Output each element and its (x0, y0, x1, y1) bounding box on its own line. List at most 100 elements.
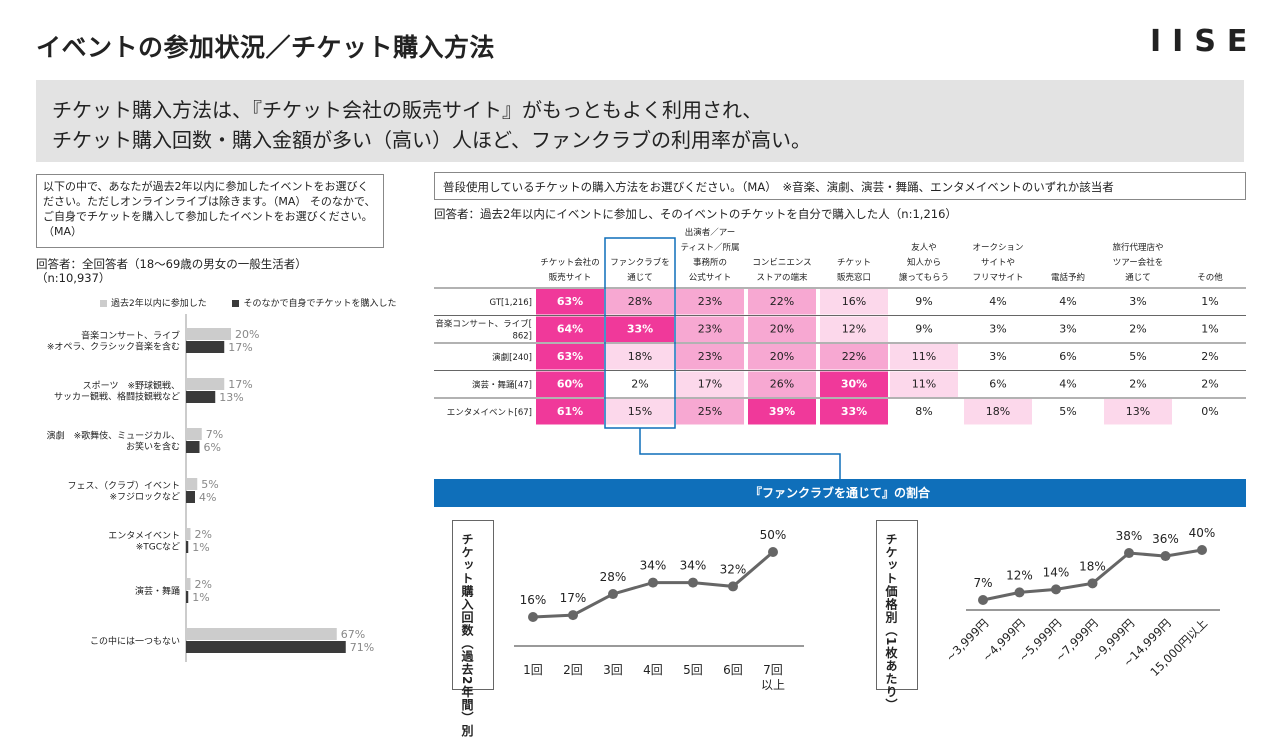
table-cell-value: 0% (1201, 405, 1218, 418)
table-cell (1176, 399, 1244, 425)
table-cell (606, 316, 674, 342)
line-value-label: 34% (640, 559, 667, 573)
table-cell (536, 316, 604, 342)
line-point (1051, 584, 1061, 595)
bar-value-label: 17% (228, 378, 252, 391)
bar-1-5 (186, 591, 189, 603)
legend-label-purchased: そのなかで自身でチケットを購入した (243, 299, 397, 309)
table-cell-value: 1% (1201, 295, 1218, 308)
line-value-label: 34% (680, 559, 707, 573)
table-cell-value: 26% (770, 378, 794, 391)
bar-1-4 (186, 541, 189, 553)
table-cell-value: 18% (628, 350, 652, 363)
bar-value-label: 5% (201, 478, 218, 491)
legend-label-participated: 過去2年以内に参加した (111, 299, 207, 309)
table-column-header: 電話予約 (1051, 272, 1085, 283)
table-cell (1104, 289, 1172, 315)
table-cell (676, 371, 744, 397)
table-cell-value: 3% (989, 350, 1006, 363)
table-cell-value: 3% (1129, 295, 1146, 308)
table-cell-value: 60% (557, 378, 583, 391)
table-cell (1176, 289, 1244, 315)
line-value-label: 16% (520, 593, 547, 607)
table-column-header: サイトや (981, 258, 1015, 268)
table-cell (606, 289, 674, 315)
table-cell (890, 289, 958, 315)
table-cell-value: 22% (770, 295, 794, 308)
table-cell (964, 371, 1032, 397)
table-column-header: ストアの端末 (756, 272, 808, 283)
line-point (688, 577, 698, 588)
table-cell-value: 6% (989, 378, 1006, 391)
table-cell-value: 20% (770, 350, 794, 363)
line-category-label: 4回 (643, 663, 663, 677)
table-column-header: ツアー会社を (1113, 257, 1164, 268)
table-cell (820, 399, 888, 425)
bar-value-label: 17% (228, 341, 252, 354)
line-category-label: 6回 (723, 663, 743, 677)
table-cell-value: 4% (1059, 378, 1076, 391)
line-value-label: 7% (973, 576, 992, 590)
summary-line-2: チケット購入回数・購入金額が多い（高い）人ほど、ファンクラブの利用率が高い。 (52, 128, 811, 152)
table-cell-value: 1% (1201, 323, 1218, 336)
summary-box: チケット購入方法は、『チケット会社の販売サイト』がもっともよく利用され、 チケッ… (36, 80, 1244, 162)
table-cell (536, 289, 604, 315)
line-point (528, 612, 538, 622)
table-cell (606, 344, 674, 370)
bar-1-3 (186, 491, 195, 503)
ticket-price-line-chart: 7%12% 14% 18%38% 36% 40%~3,999円~4,999円~5,999… (943, 526, 1220, 679)
legend-swatch-purchased (232, 300, 240, 307)
table-cell (748, 316, 816, 342)
legend-swatch-participated (100, 300, 107, 307)
line-category-label: 2回 (563, 663, 583, 677)
line1-ylabel-box: チケット購入回数（過去2年間）別 (452, 520, 494, 737)
table-cell (676, 399, 744, 425)
bar-value-label: 6% (204, 441, 221, 454)
table-row-label: 862] (512, 332, 532, 342)
table-row-label: 演芸・舞踊[47] (472, 380, 532, 391)
table-row-label: GT[1,216] (490, 298, 532, 308)
table-row-label: 演劇[240] (492, 352, 532, 363)
line-category-label: 1回 (523, 663, 543, 677)
bar-category-label: サッカー観戦、格闘技観戦など (54, 391, 180, 403)
table-cell (536, 344, 604, 370)
table-cell (748, 399, 816, 425)
table-cell-value: 15% (628, 405, 652, 418)
bar-0-0 (186, 328, 231, 340)
table-cell-value: 63% (557, 350, 583, 363)
table-row-label: エンタメイベント[67] (447, 408, 532, 418)
table-cell-value: 13% (1126, 405, 1150, 418)
table-cell (890, 371, 958, 397)
table-column-header: 友人や (911, 242, 937, 253)
table-cell (1104, 316, 1172, 342)
table-cell-value: 61% (557, 405, 583, 418)
table-column-header: フリマサイト (972, 273, 1023, 283)
right-question-box: 普段使用しているチケットの購入方法をお選びください。（MA） ※音楽、演劇、演芸… (434, 172, 1246, 200)
table-cell (1034, 371, 1102, 397)
summary-line-1: チケット購入方法は、『チケット会社の販売サイト』がもっともよく利用され、 (52, 98, 763, 122)
table-cell-value: 28% (628, 295, 652, 308)
table-cell-value: 12% (842, 323, 866, 336)
table-cell-value: 39% (769, 405, 795, 418)
bar-value-label: 71% (350, 641, 374, 654)
table-cell-value: 9% (915, 295, 932, 308)
line-point (1124, 548, 1134, 559)
table-cell-value: 2% (1129, 378, 1146, 391)
bar-1-0 (186, 341, 225, 353)
right-respondents: 回答者：過去2年以内にイベントに参加し、そのイベントのチケットを自分で購入した人… (434, 207, 957, 221)
table-cell-value: 11% (912, 350, 936, 363)
table-cell-value: 64% (557, 323, 583, 336)
line-value-label: 14% (1043, 565, 1070, 579)
bar-value-label: 1% (192, 541, 209, 554)
bar-value-label: 4% (199, 491, 216, 504)
bar-value-label: 7% (206, 428, 223, 441)
table-column-header: 販売窓口 (837, 272, 871, 283)
line-point (1087, 578, 1098, 589)
table-cell-value: 23% (698, 350, 722, 363)
bar-0-2 (186, 428, 202, 440)
table-cell (1034, 289, 1102, 315)
bar-category-label: 演劇 ※歌舞伎、ミュージカル、 (47, 430, 180, 442)
line-value-label: 40% (1189, 526, 1216, 540)
table-cell (1176, 344, 1244, 370)
table-cell (1104, 399, 1172, 425)
